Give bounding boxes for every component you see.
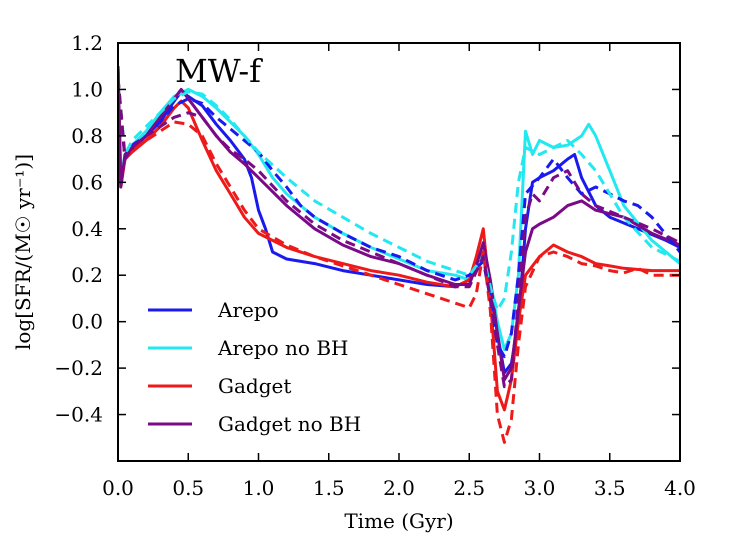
ticks-layer: 0.0 0.5 1.0 1.5 2.0 2.5 3.0 3.5 4.0 1.2 1.0 0.8 0.6 0… [54, 31, 695, 500]
series-line-7 [118, 77, 680, 389]
series-layer [118, 66, 680, 444]
x-tick-label: 0.5 [172, 476, 204, 500]
series-line-6 [118, 77, 680, 444]
x-tick-label: 1.5 [313, 476, 345, 500]
legend-label: Gadget no BH [218, 412, 361, 436]
legend-label: Arepo [217, 298, 279, 322]
legend-label: Gadget [218, 374, 291, 398]
series-line-5 [118, 77, 680, 312]
legend: Arepo Arepo no BH Gadget Gadget no BH [148, 298, 361, 436]
series-line-1 [118, 66, 680, 351]
y-tick-label: 0.4 [71, 217, 103, 241]
y-tick-label: 0.8 [71, 124, 103, 148]
x-tick-label: 2.5 [453, 476, 485, 500]
series-line-0 [118, 66, 680, 375]
y-tick-label: 0.6 [71, 170, 103, 194]
y-tick-label: 0.0 [71, 310, 103, 334]
y-tick-label: −0.2 [54, 356, 103, 380]
x-tick-label: 1.0 [243, 476, 275, 500]
legend-label: Arepo no BH [217, 336, 348, 360]
panel-title: MW-f [175, 52, 263, 90]
series-line-2 [118, 66, 680, 412]
y-tick-label: 1.2 [71, 31, 103, 55]
x-tick-label: 0.0 [102, 476, 134, 500]
y-tick-label: 1.0 [71, 77, 103, 101]
y-tick-label: 0.2 [71, 263, 103, 287]
y-axis-label: log[SFR/(M☉ yr⁻¹)] [11, 154, 35, 350]
series-line-3 [118, 66, 680, 382]
x-tick-label: 3.5 [594, 476, 626, 500]
x-tick-label: 2.0 [383, 476, 415, 500]
y-tick-label: −0.4 [54, 403, 103, 427]
x-axis-label: Time (Gyr) [344, 509, 453, 533]
x-tick-label: 4.0 [664, 476, 696, 500]
x-tick-label: 3.0 [524, 476, 556, 500]
